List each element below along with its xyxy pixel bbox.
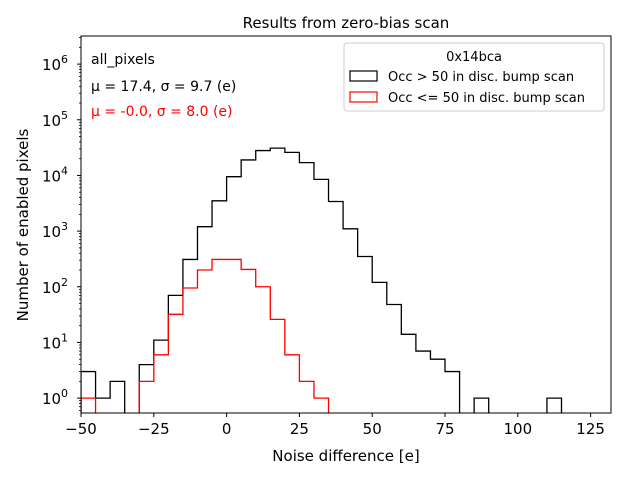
x-tick-label: 50 bbox=[363, 420, 382, 438]
y-tick-label: 101 bbox=[42, 331, 68, 352]
legend-swatch-red bbox=[349, 91, 378, 103]
x-tick-label: −25 bbox=[138, 420, 170, 438]
y-tick-label: 106 bbox=[42, 53, 68, 74]
x-axis-label: Noise difference [e] bbox=[272, 447, 419, 465]
stats-annotations: all_pixels μ = 17.4, σ = 9.7 (e) μ = -0.… bbox=[91, 52, 236, 120]
y-axis: 100 101 102 103 104 105 106 bbox=[42, 37, 81, 411]
legend-swatch-black bbox=[349, 70, 378, 82]
legend: 0x14bca Occ > 50 in disc. bump scan Occ … bbox=[343, 42, 605, 112]
chart-title: Results from zero-bias scan bbox=[243, 14, 450, 32]
annotation-stats-black: μ = 17.4, σ = 9.7 (e) bbox=[91, 79, 236, 95]
plot-area bbox=[80, 35, 612, 414]
x-tick-label: 0 bbox=[222, 420, 232, 438]
series-outline-1 bbox=[81, 258, 330, 413]
plot-frame bbox=[80, 35, 612, 414]
annotation-dataset: all_pixels bbox=[91, 52, 155, 68]
y-tick-label: 104 bbox=[42, 164, 68, 185]
y-tick-label: 100 bbox=[42, 387, 68, 408]
legend-label-black: Occ > 50 in disc. bump scan bbox=[388, 70, 574, 85]
x-tick-label: 25 bbox=[290, 420, 309, 438]
x-tick-label: 125 bbox=[576, 420, 605, 438]
x-tick-label: 100 bbox=[503, 420, 532, 438]
x-tick-label: −50 bbox=[65, 420, 97, 438]
legend-title: 0x14bca bbox=[446, 50, 502, 65]
series-outline-0 bbox=[81, 147, 563, 413]
x-tick-label: 75 bbox=[435, 420, 454, 438]
y-axis-label: Number of enabled pixels bbox=[14, 128, 32, 321]
x-axis: −50 −25 0 25 50 75 100 125 bbox=[65, 413, 605, 438]
annotation-stats-red: μ = -0.0, σ = 8.0 (e) bbox=[91, 104, 233, 120]
y-tick-label: 102 bbox=[42, 276, 68, 297]
legend-frame bbox=[343, 42, 605, 112]
y-tick-label: 103 bbox=[42, 220, 68, 241]
y-tick-label: 105 bbox=[42, 109, 68, 130]
legend-label-red: Occ <= 50 in disc. bump scan bbox=[388, 91, 585, 106]
series-0 bbox=[81, 147, 563, 413]
series-1 bbox=[81, 258, 330, 413]
